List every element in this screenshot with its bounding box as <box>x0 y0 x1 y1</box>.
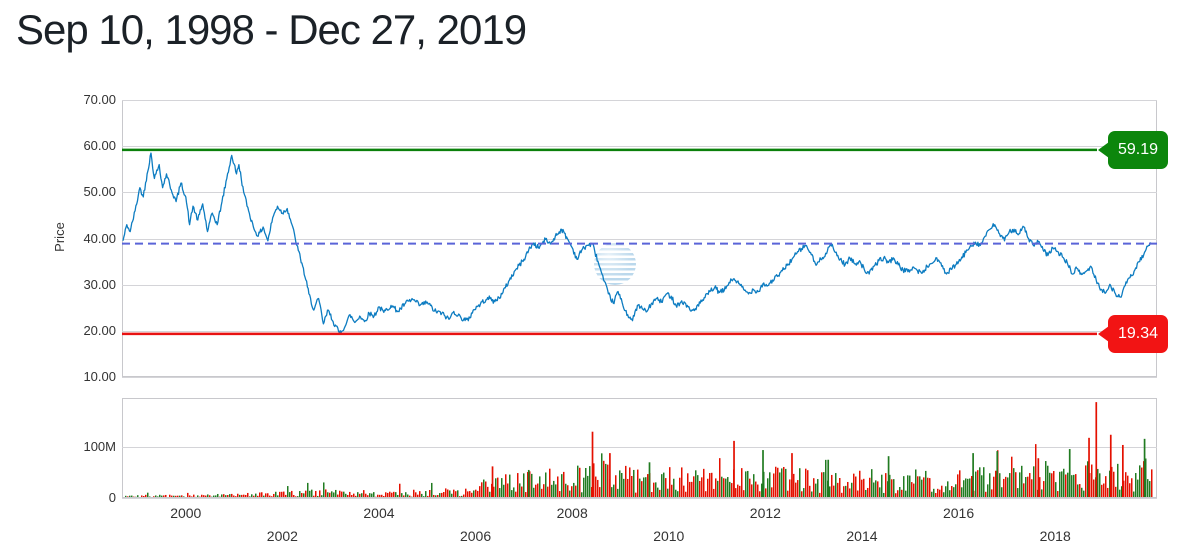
price-axis-tick-label: 20.00 <box>83 322 116 338</box>
price-line-series <box>122 100 1157 378</box>
high-price-value: 59.19 <box>1117 140 1159 158</box>
price-chart-plot-area[interactable] <box>122 100 1157 378</box>
x-axis-year-label: 2014 <box>846 528 878 544</box>
x-axis-year-label: 2004 <box>363 505 395 521</box>
price-axis-tick-label: 50.00 <box>83 184 116 200</box>
high-price-badge: 59.19 <box>1098 130 1168 169</box>
att-globe-icon <box>594 243 636 285</box>
x-axis-year-label: 2010 <box>653 528 685 544</box>
price-axis-tick-label: 60.00 <box>83 138 116 154</box>
low-price-badge: 19.34 <box>1098 314 1168 353</box>
volume-axis-tick-label: 0 <box>108 490 116 505</box>
date-range-title: Sep 10, 1998 - Dec 27, 2019 <box>16 6 527 53</box>
x-axis-year-label: 2016 <box>942 505 975 521</box>
price-axis-tick-label: 10.00 <box>83 369 116 384</box>
price-axis-tick-label: 30.00 <box>83 276 116 292</box>
volume-chart-plot-area[interactable] <box>122 398 1157 499</box>
x-axis-year-label: 2018 <box>1039 528 1071 544</box>
x-axis-year-label: 2000 <box>170 505 202 521</box>
volume-axis-tick-label: 100M <box>83 439 116 454</box>
volume-bar-series <box>122 398 1157 499</box>
x-axis-year-label: 2006 <box>459 528 492 544</box>
low-price-value: 19.34 <box>1117 324 1159 342</box>
price-axis-tick-label: 70.00 <box>83 92 116 107</box>
x-axis-year-label: 2002 <box>266 528 298 544</box>
x-axis-year-label: 2012 <box>749 505 781 521</box>
x-axis-year-label: 2008 <box>556 505 588 521</box>
price-axis-tick-label: 40.00 <box>83 230 116 246</box>
